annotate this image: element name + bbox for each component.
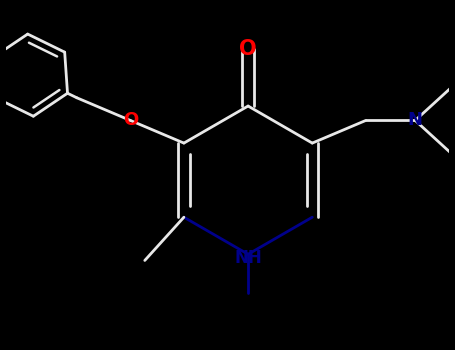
Text: N: N: [408, 111, 423, 130]
Text: O: O: [123, 111, 138, 130]
Text: O: O: [239, 40, 257, 60]
Text: NH: NH: [234, 250, 262, 267]
